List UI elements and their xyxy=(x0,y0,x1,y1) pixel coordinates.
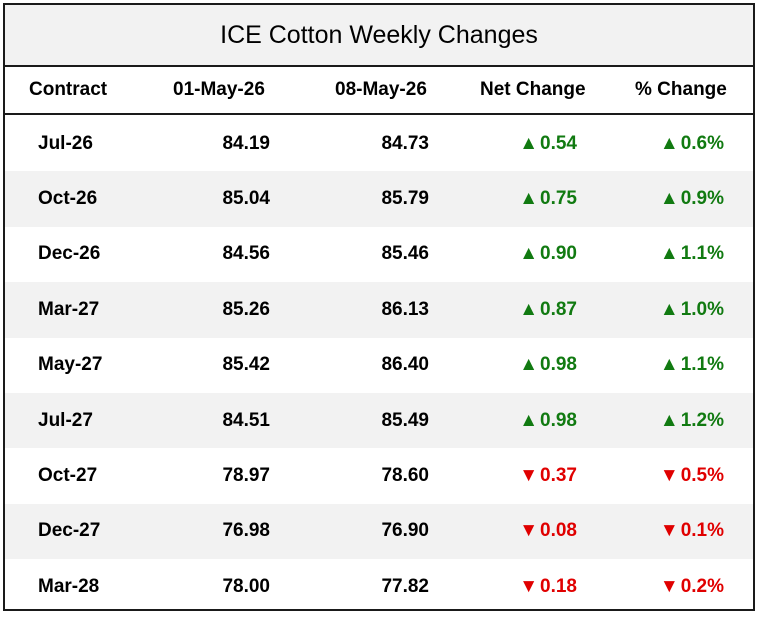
contract-cell: May-27 xyxy=(38,354,103,376)
net-change-cell: ▼ 0.37 xyxy=(519,448,577,503)
pct-change-value: 1.1% xyxy=(680,354,724,376)
net-change-value: 0.37 xyxy=(540,465,577,487)
triangle-up-icon: ▲ xyxy=(659,132,679,154)
pct-change-cell: ▲ 1.1% xyxy=(660,227,724,282)
contract-cell: Oct-27 xyxy=(38,465,98,487)
table-title: ICE Cotton Weekly Changes xyxy=(5,5,753,67)
triangle-up-icon: ▲ xyxy=(659,354,679,376)
triangle-up-icon: ▲ xyxy=(659,243,679,265)
contract-cell: Dec-26 xyxy=(38,243,101,265)
pct-change-cell: ▲ 1.2% xyxy=(660,393,724,448)
header-curr-date: 08-May-26 xyxy=(335,79,427,100)
pct-change-value: 1.2% xyxy=(680,409,724,431)
net-change-cell: ▼ 0.08 xyxy=(519,504,577,559)
contract-cell: Mar-27 xyxy=(38,298,100,320)
pct-change-value: 0.2% xyxy=(680,575,724,597)
triangle-down-icon: ▼ xyxy=(519,575,539,597)
net-change-cell: ▲ 0.75 xyxy=(519,171,577,226)
triangle-down-icon: ▼ xyxy=(519,520,539,542)
prev-price-cell: 76.98 xyxy=(222,520,270,542)
triangle-up-icon: ▲ xyxy=(519,188,539,210)
prev-price-cell: 85.26 xyxy=(222,298,270,320)
header-net-change: Net Change xyxy=(480,79,586,100)
pct-change-value: 0.9% xyxy=(680,188,724,210)
net-change-value: 0.87 xyxy=(540,298,577,320)
triangle-up-icon: ▲ xyxy=(659,298,679,320)
table-row: Jul-27 84.51 85.49 ▲ 0.98 ▲ 1.2% xyxy=(5,393,753,449)
curr-price-cell: 76.90 xyxy=(381,520,429,542)
prev-price-cell: 78.97 xyxy=(222,465,270,487)
triangle-up-icon: ▲ xyxy=(659,409,679,431)
table-row: Mar-27 85.26 86.13 ▲ 0.87 ▲ 1.0% xyxy=(5,282,753,338)
header-pct-change: % Change xyxy=(635,79,727,100)
contract-cell: Jul-26 xyxy=(38,132,93,154)
curr-price-cell: 77.82 xyxy=(381,575,429,597)
triangle-down-icon: ▼ xyxy=(659,575,679,597)
net-change-cell: ▼ 0.18 xyxy=(519,559,577,614)
table-header: Contract 01-May-26 08-May-26 Net Change … xyxy=(5,67,753,115)
triangle-up-icon: ▲ xyxy=(519,243,539,265)
table-row: Oct-26 85.04 85.79 ▲ 0.75 ▲ 0.9% xyxy=(5,171,753,227)
pct-change-cell: ▲ 1.1% xyxy=(660,338,724,393)
net-change-cell: ▲ 0.98 xyxy=(519,393,577,448)
header-contract: Contract xyxy=(29,79,108,100)
pct-change-cell: ▼ 0.1% xyxy=(660,504,724,559)
curr-price-cell: 86.13 xyxy=(381,298,429,320)
table-row: Jul-26 84.19 84.73 ▲ 0.54 ▲ 0.6% xyxy=(5,116,753,171)
pct-change-value: 0.1% xyxy=(680,520,724,542)
net-change-value: 0.18 xyxy=(540,575,577,597)
pct-change-value: 1.1% xyxy=(680,243,724,265)
table-row: May-27 85.42 86.40 ▲ 0.98 ▲ 1.1% xyxy=(5,338,753,393)
curr-price-cell: 86.40 xyxy=(381,354,429,376)
prev-price-cell: 84.51 xyxy=(222,409,270,431)
triangle-down-icon: ▼ xyxy=(659,520,679,542)
net-change-value: 0.54 xyxy=(540,132,577,154)
net-change-cell: ▲ 0.90 xyxy=(519,227,577,282)
triangle-down-icon: ▼ xyxy=(519,465,539,487)
net-change-value: 0.75 xyxy=(540,188,577,210)
curr-price-cell: 85.49 xyxy=(381,409,429,431)
triangle-up-icon: ▲ xyxy=(519,354,539,376)
prev-price-cell: 84.56 xyxy=(222,243,270,265)
prev-price-cell: 85.04 xyxy=(222,188,270,210)
contract-cell: Oct-26 xyxy=(38,188,98,210)
triangle-up-icon: ▲ xyxy=(519,298,539,320)
pct-change-value: 1.0% xyxy=(680,298,724,320)
pct-change-value: 0.6% xyxy=(680,132,724,154)
contract-cell: Jul-27 xyxy=(38,409,93,431)
header-prev-date: 01-May-26 xyxy=(173,79,265,100)
contract-cell: Dec-27 xyxy=(38,520,101,542)
triangle-up-icon: ▲ xyxy=(659,188,679,210)
table-row: Oct-27 78.97 78.60 ▼ 0.37 ▼ 0.5% xyxy=(5,448,753,503)
triangle-up-icon: ▲ xyxy=(519,132,539,154)
curr-price-cell: 85.79 xyxy=(381,188,429,210)
pct-change-cell: ▲ 0.6% xyxy=(660,116,724,171)
pct-change-cell: ▲ 1.0% xyxy=(660,282,724,337)
prev-price-cell: 84.19 xyxy=(222,132,270,154)
pct-change-value: 0.5% xyxy=(680,465,724,487)
contract-cell: Mar-28 xyxy=(38,575,100,597)
net-change-value: 0.98 xyxy=(540,409,577,431)
net-change-value: 0.90 xyxy=(540,243,577,265)
prev-price-cell: 78.00 xyxy=(222,575,270,597)
net-change-cell: ▲ 0.98 xyxy=(519,338,577,393)
pct-change-cell: ▼ 0.2% xyxy=(660,559,724,614)
table-frame: ICE Cotton Weekly Changes Contract 01-Ma… xyxy=(3,3,755,611)
curr-price-cell: 78.60 xyxy=(381,465,429,487)
triangle-down-icon: ▼ xyxy=(659,465,679,487)
triangle-up-icon: ▲ xyxy=(519,409,539,431)
pct-change-cell: ▲ 0.9% xyxy=(660,171,724,226)
table-row: Dec-26 84.56 85.46 ▲ 0.90 ▲ 1.1% xyxy=(5,227,753,282)
net-change-cell: ▲ 0.87 xyxy=(519,282,577,337)
table-row: Dec-27 76.98 76.90 ▼ 0.08 ▼ 0.1% xyxy=(5,503,753,560)
net-change-value: 0.98 xyxy=(540,354,577,376)
curr-price-cell: 85.46 xyxy=(381,243,429,265)
pct-change-cell: ▼ 0.5% xyxy=(660,448,724,503)
table-row: Mar-28 78.00 77.82 ▼ 0.18 ▼ 0.2% xyxy=(5,559,753,614)
prev-price-cell: 85.42 xyxy=(222,354,270,376)
curr-price-cell: 84.73 xyxy=(381,132,429,154)
net-change-value: 0.08 xyxy=(540,520,577,542)
net-change-cell: ▲ 0.54 xyxy=(519,116,577,171)
